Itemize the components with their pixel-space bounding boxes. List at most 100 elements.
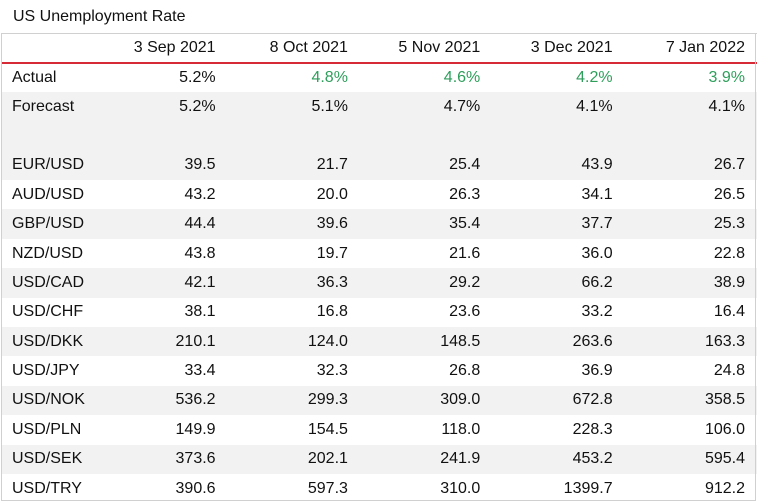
table-body: Actual 5.2% 4.8% 4.6% 4.2% 3.9% Forecast 5.2% 5.… <box>1 63 757 503</box>
value-cell: 536.2 <box>95 385 228 416</box>
value-cell: 595.4 <box>624 444 757 474</box>
row-label: Forecast <box>1 91 96 122</box>
row-label: NZD/USD <box>12 244 84 262</box>
value-cell: 43.9 <box>492 150 625 181</box>
value-cell: 26.5 <box>713 185 745 203</box>
value-cell: 39.6 <box>227 209 360 239</box>
empty-cell <box>359 121 493 151</box>
value-cell: 299.3 <box>227 385 360 416</box>
value-cell: 4.1% <box>492 91 625 122</box>
value-cell: 35.4 <box>359 209 493 239</box>
value-cell: 4.1% <box>624 91 757 122</box>
value-cell: 3.9% <box>708 68 745 86</box>
value-cell: 37.7 <box>492 209 625 239</box>
value-cell: 154.5 <box>307 420 348 438</box>
value-cell: 21.6 <box>449 244 481 262</box>
value-cell: 4.7% <box>359 91 493 122</box>
row-label: GBP/USD <box>1 209 96 239</box>
value-cell: 38.1 <box>184 303 216 321</box>
value-cell: 373.6 <box>95 444 228 474</box>
empty-cell <box>492 121 625 151</box>
value-cell: 310.0 <box>440 479 481 497</box>
table-row: Actual 5.2% 4.8% 4.6% 4.2% 3.9% <box>1 63 757 92</box>
table-row: USD/PLN 149.9 154.5 118.0 228.3 106.0 <box>1 415 757 444</box>
column-header: 7 Jan 2022 <box>624 33 757 64</box>
value-cell: 5.2% <box>179 68 216 86</box>
empty-cell <box>95 121 228 151</box>
table-row: USD/CHF 38.1 16.8 23.6 33.2 16.4 <box>1 298 757 327</box>
value-cell: 1399.7 <box>563 479 613 497</box>
value-cell: 672.8 <box>492 385 625 416</box>
table-row: NZD/USD 43.8 19.7 21.6 36.0 22.8 <box>1 239 757 268</box>
value-cell: 124.0 <box>227 327 360 357</box>
row-label: EUR/USD <box>1 150 96 181</box>
table-row: USD/CAD 42.1 36.3 29.2 66.2 38.9 <box>1 268 757 298</box>
value-cell: 163.3 <box>624 327 757 357</box>
value-cell: 29.2 <box>359 268 493 298</box>
value-cell: 24.8 <box>713 362 745 380</box>
value-cell: 44.4 <box>95 209 228 239</box>
value-cell: 241.9 <box>359 444 493 474</box>
table-row: EUR/USD 39.5 21.7 25.4 43.9 26.7 <box>1 150 757 181</box>
value-cell: 4.8% <box>311 68 348 86</box>
row-label: USD/DKK <box>1 327 96 357</box>
value-cell: 26.7 <box>624 150 757 181</box>
row-label: USD/CAD <box>1 268 96 298</box>
column-header: 8 Oct 2021 <box>227 33 360 64</box>
value-cell: 34.1 <box>581 185 613 203</box>
value-cell: 36.3 <box>227 268 360 298</box>
column-header: 5 Nov 2021 <box>359 33 493 64</box>
value-cell: 148.5 <box>359 327 493 357</box>
value-cell: 5.2% <box>95 91 228 122</box>
table-row: USD/DKK 210.1 124.0 148.5 263.6 163.3 <box>1 327 757 357</box>
table-row: GBP/USD 44.4 39.6 35.4 37.7 25.3 <box>1 209 757 239</box>
value-cell: 22.8 <box>713 244 745 262</box>
value-cell: 20.0 <box>316 185 348 203</box>
table-row: Forecast 5.2% 5.1% 4.7% 4.1% 4.1% <box>1 91 757 122</box>
header-row: 3 Sep 2021 8 Oct 2021 5 Nov 2021 3 Dec 2… <box>1 33 757 64</box>
value-cell: 38.9 <box>624 268 757 298</box>
value-cell: 16.8 <box>316 303 348 321</box>
value-cell: 453.2 <box>492 444 625 474</box>
value-cell: 118.0 <box>441 420 481 438</box>
row-label: USD/CHF <box>12 303 84 321</box>
value-cell: 26.8 <box>449 362 481 380</box>
value-cell: 66.2 <box>492 268 625 298</box>
value-cell: 32.3 <box>316 362 348 380</box>
value-cell: 390.6 <box>175 479 216 497</box>
row-label: AUD/USD <box>12 185 85 203</box>
empty-cell <box>624 121 757 151</box>
table-row: USD/SEK 373.6 202.1 241.9 453.2 595.4 <box>1 444 757 474</box>
row-label: USD/NOK <box>1 385 96 416</box>
value-cell: 23.6 <box>449 303 481 321</box>
value-cell: 19.7 <box>316 244 348 262</box>
value-cell: 106.0 <box>704 420 745 438</box>
corner-cell <box>1 33 96 64</box>
value-cell: 912.2 <box>704 479 745 497</box>
value-cell: 210.1 <box>95 327 228 357</box>
table-row: USD/TRY 390.6 597.3 310.0 1399.7 912.2 <box>1 474 757 503</box>
row-label: USD/PLN <box>12 420 82 438</box>
separator-row <box>1 121 757 151</box>
value-cell: 21.7 <box>227 150 360 181</box>
value-cell: 309.0 <box>359 385 493 416</box>
row-label: USD/TRY <box>12 479 82 497</box>
table-row: USD/NOK 536.2 299.3 309.0 672.8 358.5 <box>1 385 757 416</box>
column-header: 3 Sep 2021 <box>95 33 228 64</box>
value-cell: 358.5 <box>624 385 757 416</box>
value-cell: 263.6 <box>492 327 625 357</box>
value-cell: 43.2 <box>184 185 216 203</box>
value-cell: 149.9 <box>175 420 216 438</box>
value-cell: 36.0 <box>581 244 613 262</box>
value-cell: 36.9 <box>581 362 613 380</box>
value-cell: 39.5 <box>95 150 228 181</box>
column-header: 3 Dec 2021 <box>492 33 625 64</box>
row-label: USD/SEK <box>1 444 96 474</box>
table-row: USD/JPY 33.4 32.3 26.8 36.9 24.8 <box>1 356 757 385</box>
value-cell: 228.3 <box>572 420 613 438</box>
empty-cell <box>227 121 360 151</box>
table-title: US Unemployment Rate <box>13 8 186 25</box>
value-cell: 33.2 <box>581 303 613 321</box>
value-cell: 25.4 <box>359 150 493 181</box>
